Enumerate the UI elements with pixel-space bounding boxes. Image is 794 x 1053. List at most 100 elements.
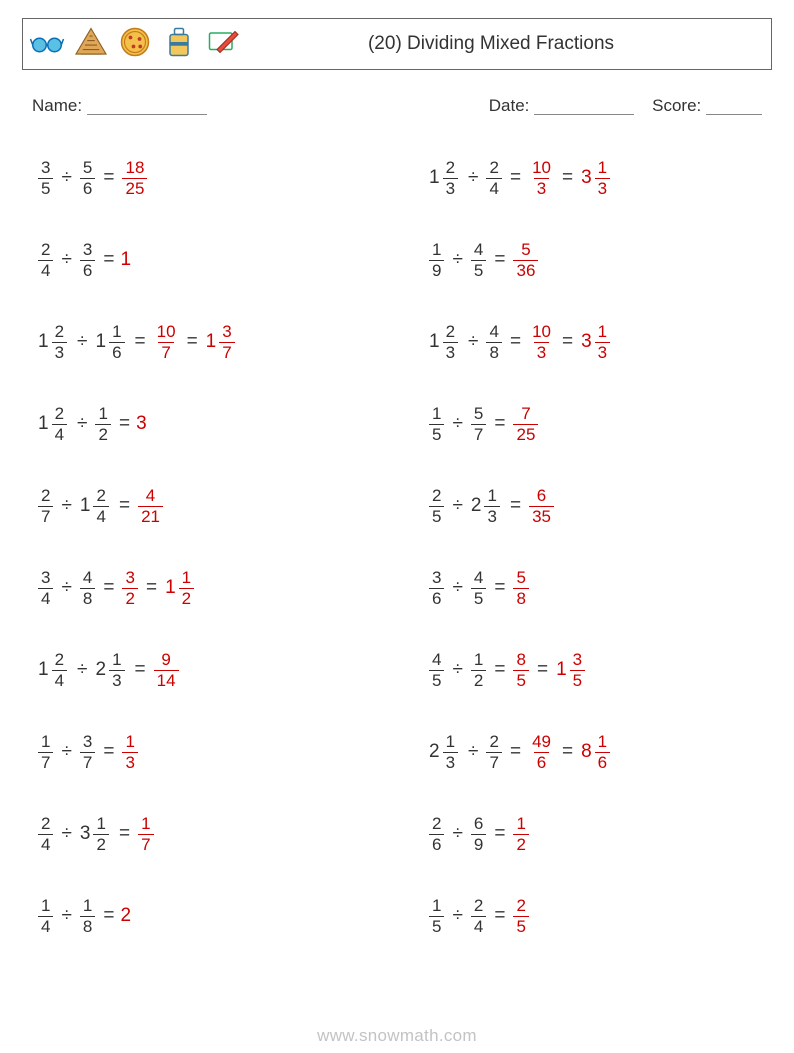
answer: 1 2 xyxy=(511,814,530,854)
problem: 1 5 ÷ 5 7 = 7 25 xyxy=(427,398,758,450)
fraction: 2 3 xyxy=(443,322,458,362)
whole-part: 1 xyxy=(556,659,567,681)
denominator: 9 xyxy=(471,834,486,855)
fraction: 2 3 xyxy=(443,158,458,198)
fraction: 2 4 xyxy=(471,896,486,936)
denominator: 2 xyxy=(122,588,137,609)
answer: 10 3 xyxy=(527,158,556,198)
problem: 1 9 ÷ 4 5 = 5 36 xyxy=(427,234,758,286)
denominator: 6 xyxy=(80,260,95,281)
answer: 4 21 xyxy=(136,486,165,526)
mixed-fraction: 1 3 5 xyxy=(556,650,587,690)
answer: 8 1 6 xyxy=(579,732,614,772)
problem: 2 4 ÷ 3 6 =1 xyxy=(36,234,367,286)
operator: ÷ xyxy=(77,659,87,681)
fraction: 4 8 xyxy=(80,568,95,608)
operator: ÷ xyxy=(61,823,71,845)
fraction: 3 5 xyxy=(38,158,53,198)
numerator: 2 xyxy=(513,896,528,916)
meta-row: Name: Date: Score: xyxy=(32,96,762,116)
fraction: 4 5 xyxy=(429,650,444,690)
denominator: 5 xyxy=(429,424,444,445)
fraction: 6 9 xyxy=(471,814,486,854)
mixed-fraction: 1 2 4 xyxy=(80,486,111,526)
mixed-fraction: 8 1 6 xyxy=(581,732,612,772)
denominator: 4 xyxy=(52,670,67,691)
answer: 18 25 xyxy=(120,158,149,198)
fraction: 4 8 xyxy=(486,322,501,362)
numerator: 4 xyxy=(471,568,486,588)
equals: = xyxy=(494,659,505,681)
answer: 10 3 xyxy=(527,322,556,362)
denominator: 3 xyxy=(109,670,124,691)
denominator: 6 xyxy=(80,178,95,199)
whole-part: 3 xyxy=(581,167,592,189)
answer: 3 1 3 xyxy=(579,158,614,198)
fraction: 3 7 xyxy=(219,322,234,362)
operator: ÷ xyxy=(61,495,71,517)
denominator: 5 xyxy=(429,670,444,691)
denominator: 14 xyxy=(154,670,179,691)
problem: 1 2 3 ÷ 2 4 = 10 3 = 3 1 3 xyxy=(427,152,758,204)
denominator: 4 xyxy=(52,424,67,445)
operator: ÷ xyxy=(468,331,478,353)
numerator: 2 xyxy=(443,322,458,342)
fraction: 1 3 xyxy=(109,650,124,690)
whole-part: 1 xyxy=(206,331,217,353)
fraction: 10 3 xyxy=(529,158,554,198)
denominator: 6 xyxy=(429,834,444,855)
whole-part: 1 xyxy=(38,659,49,681)
numerator: 3 xyxy=(80,732,95,752)
answer: 7 25 xyxy=(511,404,540,444)
denominator: 7 xyxy=(138,834,153,855)
whole-part: 3 xyxy=(80,823,91,845)
answer: 1 3 5 xyxy=(554,650,589,690)
name-blank xyxy=(87,114,207,115)
equals: = xyxy=(510,167,521,189)
score-blank xyxy=(706,114,762,115)
operator: ÷ xyxy=(452,659,462,681)
numerator: 1 xyxy=(122,732,137,752)
denominator: 8 xyxy=(80,588,95,609)
fraction: 3 2 xyxy=(122,568,137,608)
numerator: 3 xyxy=(122,568,137,588)
numerator: 6 xyxy=(534,486,549,506)
fraction: 3 5 xyxy=(570,650,585,690)
denominator: 2 xyxy=(513,834,528,855)
denominator: 2 xyxy=(95,424,110,445)
numerator: 3 xyxy=(219,322,234,342)
denominator: 4 xyxy=(38,588,53,609)
denominator: 3 xyxy=(595,178,610,199)
fraction: 3 6 xyxy=(80,240,95,280)
numerator: 5 xyxy=(518,240,533,260)
whole-part: 1 xyxy=(80,495,91,517)
numerator: 1 xyxy=(109,650,124,670)
numerator: 4 xyxy=(80,568,95,588)
denominator: 6 xyxy=(109,342,124,363)
numerator: 1 xyxy=(443,732,458,752)
equals: = xyxy=(562,741,573,763)
fraction: 1 6 xyxy=(595,732,610,772)
numerator: 1 xyxy=(93,814,108,834)
worksheet-title: (20) Dividing Mixed Fractions xyxy=(241,33,761,55)
equals: = xyxy=(494,905,505,927)
operator: ÷ xyxy=(452,413,462,435)
numerator: 49 xyxy=(529,732,554,752)
denominator: 9 xyxy=(429,260,444,281)
name-field: Name: xyxy=(32,96,207,116)
operator: ÷ xyxy=(468,167,478,189)
numerator: 3 xyxy=(570,650,585,670)
answer: 5 8 xyxy=(511,568,530,608)
denominator: 5 xyxy=(471,260,486,281)
answer: 1 3 7 xyxy=(204,322,239,362)
numerator: 1 xyxy=(429,896,444,916)
mixed-fraction: 3 1 3 xyxy=(581,322,612,362)
equals: = xyxy=(510,741,521,763)
numerator: 2 xyxy=(52,322,67,342)
numerator: 1 xyxy=(429,404,444,424)
numerator: 2 xyxy=(38,814,53,834)
equals: = xyxy=(494,577,505,599)
whole-part: 2 xyxy=(95,659,106,681)
operator: ÷ xyxy=(61,167,71,189)
equals: = xyxy=(494,823,505,845)
